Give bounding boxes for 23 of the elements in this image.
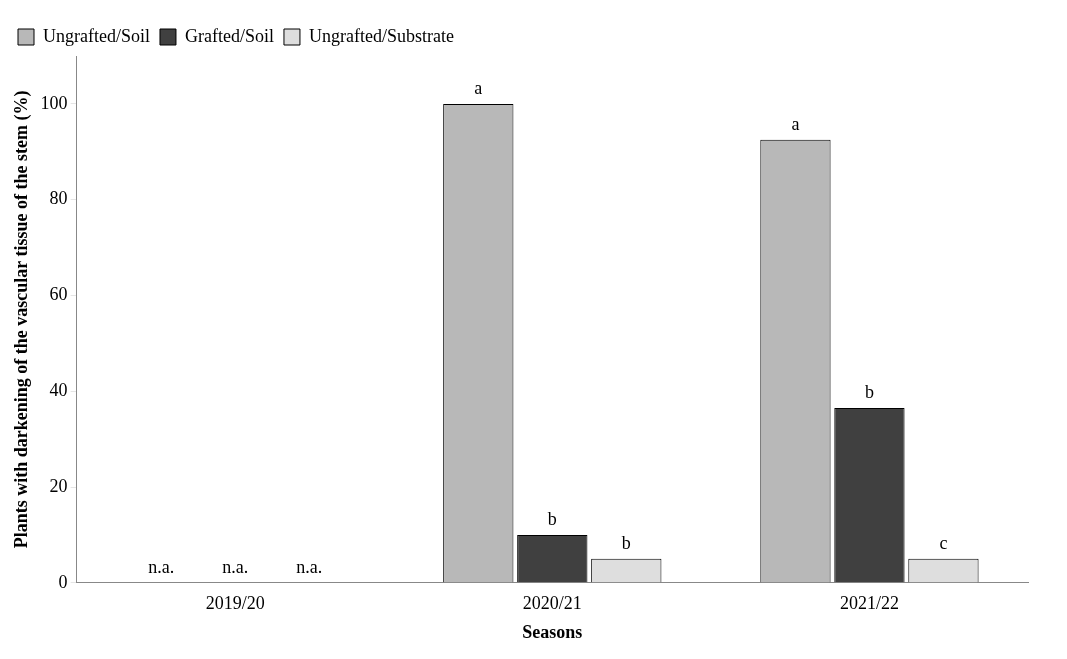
y-tick-label: 20 [49,475,68,496]
text: n.a. [148,556,175,577]
text: n.a. [222,556,249,577]
y-tick-label: 80 [49,188,68,209]
y-tick-label: 0 [58,571,68,592]
legend-label: Grafted/Soil [184,25,274,46]
data-label: b [547,508,557,529]
y-tick-label: 40 [49,379,68,400]
y-axis-title: Plants with darkening of the vascular tissue of the stem (%) [11,90,33,549]
legend-label: Ungrafted/Soil [43,25,150,46]
y-tick-label: 100 [40,92,68,113]
x-axis-title: Seasons [522,621,583,642]
y-tick-label: 60 [49,284,68,305]
data-label: b [621,532,631,553]
data-label: a [474,77,483,98]
x-tick-label: 2019/20 [205,593,265,614]
x-tick-label: 2021/22 [839,593,899,614]
text: n.a. [296,556,323,577]
data-label: a [791,113,800,134]
data-label: b [864,381,874,402]
data-label: c [939,532,948,553]
x-tick-label: 2020/21 [522,593,582,614]
legend-label: Ungrafted/Substrate [308,25,454,46]
